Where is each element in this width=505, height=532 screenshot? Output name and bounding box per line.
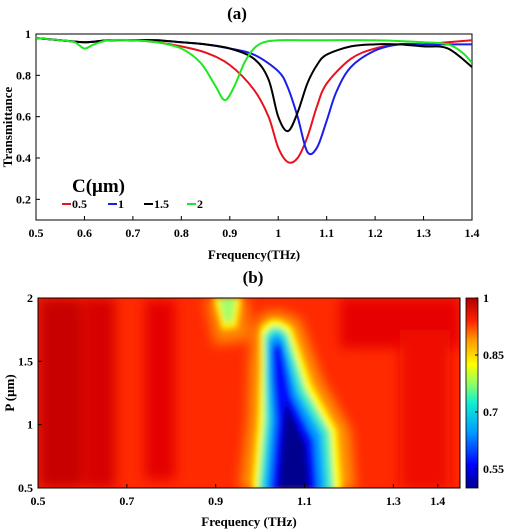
x-tick-label: 1: [275, 226, 281, 240]
x-tick-label: 0.7: [119, 494, 134, 508]
colorbar: [465, 297, 479, 489]
panel-b-xlabel: Frequency (THz): [201, 514, 296, 529]
y-tick-label: 2: [27, 291, 33, 305]
x-tick-label: 1.4: [465, 226, 480, 240]
x-tick-label: 0.9: [222, 226, 237, 240]
x-tick-label: 0.5: [29, 226, 44, 240]
x-tick-label: 1.3: [386, 494, 401, 508]
y-tick-label: 1.5: [18, 354, 33, 368]
panel-a-plot-area: [35, 33, 473, 221]
legend-entry: 2: [197, 197, 203, 211]
x-tick-label: 0.6: [77, 226, 92, 240]
x-tick-label: 1.3: [416, 226, 431, 240]
panel-b-frame: [37, 297, 461, 489]
panel-b-label: (b): [243, 268, 264, 287]
panel-a-ylabel: Transmittance: [0, 86, 15, 167]
x-tick-label: 0.8: [174, 226, 189, 240]
panel-b-ticks: 0.5 0.7 0.9 1.1 1.3 1.4 0.5 1 1.5 2: [18, 291, 445, 508]
panel-b-heatmap: [38, 298, 460, 488]
panel-a-xlabel: Frequency(THz): [208, 247, 300, 262]
x-tick-label: 0.7: [125, 226, 140, 240]
y-tick-label: 0.5: [18, 481, 33, 495]
x-tick-label: 0.5: [31, 494, 46, 508]
legend-box: [60, 196, 190, 212]
y-tick-label: 0.6: [16, 110, 31, 124]
panel-a-ticks: 0.5 0.6 0.7 0.8 0.9 1 1.1 1.2 1.3 1.4 0.2 0.4 0.6 0.8…: [16, 27, 480, 240]
panel-a-label: (a): [227, 4, 247, 23]
panel-b-ylabel: P (μm): [2, 374, 17, 411]
x-tick-label: 1.4: [430, 494, 445, 508]
colorbar-tick-label: 0.85: [483, 348, 504, 362]
legend-title: C(μm): [72, 176, 125, 197]
panel-a-series: [36, 37, 472, 164]
x-tick-label: 1.1: [297, 494, 312, 508]
colorbar-tick-label: 0.55: [483, 462, 504, 476]
x-tick-label: 1.2: [368, 226, 383, 240]
colorbar-tick-label: 1: [483, 291, 489, 305]
x-tick-label: 1.1: [319, 226, 334, 240]
series-line-2: [36, 37, 472, 102]
y-tick-label: 1: [27, 418, 33, 432]
panel-a-legend: 0.5 1 1.5 2: [60, 196, 203, 212]
legend-entry: 1.5: [154, 197, 169, 211]
y-tick-label: 0.2: [16, 192, 31, 206]
colorbar-tick-label: 0.7: [483, 405, 498, 419]
y-tick-label: 0.8: [16, 68, 31, 82]
x-tick-label: 0.9: [208, 494, 223, 508]
colorbar-ticks: 1 0.85 0.7 0.55: [475, 291, 504, 476]
legend-entry: 1: [118, 197, 124, 211]
y-tick-label: 1: [25, 27, 31, 41]
legend-entry: 0.5: [72, 197, 87, 211]
y-tick-label: 0.4: [16, 151, 31, 165]
